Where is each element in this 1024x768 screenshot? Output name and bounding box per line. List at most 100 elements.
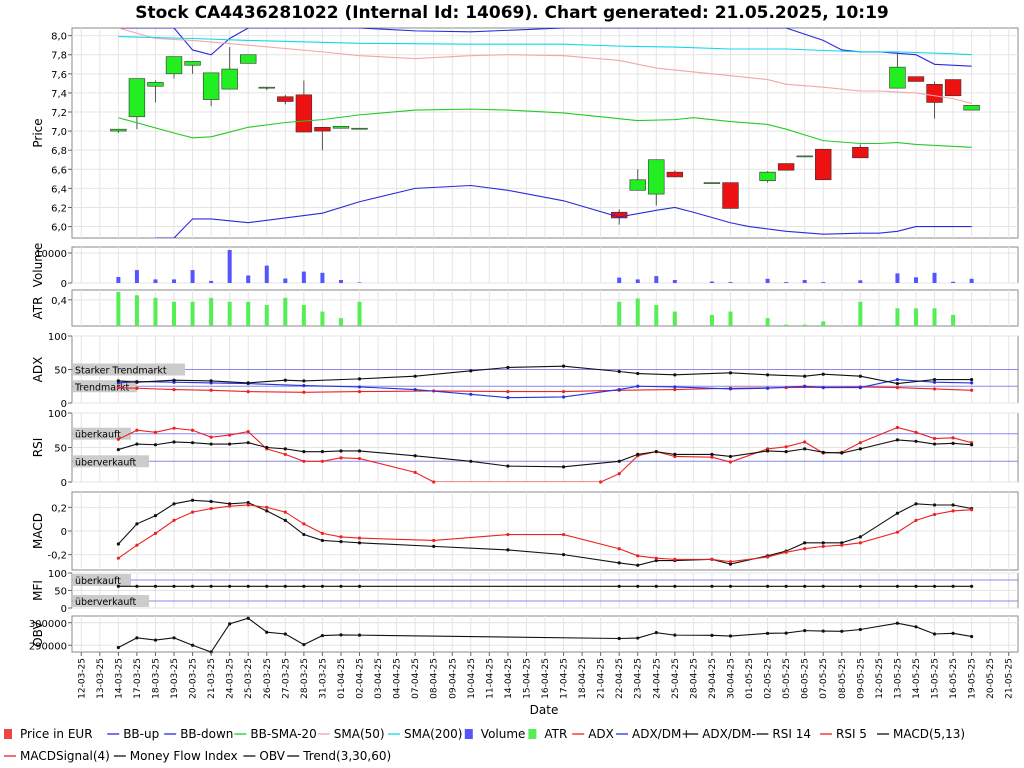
- volume-bar: [190, 270, 195, 283]
- series-point: [673, 584, 677, 588]
- x-tick-label: 17-03-25: [133, 658, 143, 699]
- series-point: [357, 536, 362, 540]
- series-point: [357, 377, 362, 381]
- series-point: [246, 390, 250, 394]
- series-point: [209, 506, 213, 511]
- series-line: [118, 28, 972, 104]
- series-point: [265, 445, 269, 450]
- series-point: [932, 584, 937, 588]
- candle-body: [907, 76, 925, 82]
- candle-body: [629, 179, 646, 191]
- volume-bar: [728, 282, 733, 283]
- series-point: [617, 547, 621, 551]
- x-tick-label: 19-03-25: [170, 658, 180, 699]
- series-point: [246, 616, 250, 620]
- candle-body: [110, 128, 127, 132]
- series-point: [858, 441, 862, 445]
- x-tick-label: 24-03-25: [226, 658, 236, 699]
- series-point: [357, 390, 362, 394]
- y-tick-label: 0,2: [51, 503, 67, 514]
- series-point: [728, 371, 733, 375]
- y-axis-label-macd: MACD: [31, 513, 45, 549]
- series-point: [840, 543, 844, 547]
- x-tick-label: 12-03-25: [77, 658, 87, 699]
- series-point: [357, 541, 362, 545]
- series-point: [302, 584, 306, 588]
- threshold-label-bg: [73, 574, 131, 586]
- series-point: [135, 428, 139, 432]
- volume-bar: [932, 272, 937, 283]
- series-line: [118, 378, 972, 399]
- series-point: [784, 584, 788, 588]
- x-tick-label: 28-03-25: [300, 658, 310, 699]
- volume-bar: [895, 273, 900, 283]
- x-tick-label: 21-04-25: [597, 658, 607, 699]
- series-point: [265, 505, 269, 509]
- series-point: [172, 388, 176, 392]
- threshold-label: Starker Trendmarkt: [75, 366, 167, 377]
- legend-item: SMA(50): [334, 727, 385, 741]
- x-tick-label: 02-04-25: [356, 658, 366, 699]
- x-tick-label: 13-05-25: [893, 658, 903, 699]
- series-point: [728, 387, 733, 391]
- series-point: [932, 512, 937, 517]
- y-tick-label: 290000: [29, 641, 67, 652]
- candle-body: [277, 96, 294, 102]
- y-tick-label: 7,4: [51, 89, 67, 100]
- series-point: [339, 540, 343, 544]
- x-tick-label: 06-05-25: [801, 658, 811, 699]
- series-point: [617, 369, 621, 374]
- atr-bar: [153, 297, 158, 326]
- x-tick-label: 23-04-25: [634, 658, 644, 699]
- series-point: [728, 454, 733, 459]
- volume-bar: [116, 277, 121, 283]
- atr-bar: [320, 311, 325, 326]
- series-point: [914, 502, 918, 506]
- series-point: [654, 556, 658, 560]
- series-point: [190, 428, 195, 432]
- atr-bar: [301, 305, 306, 326]
- series-point: [561, 395, 566, 399]
- legend-item: ADX: [588, 727, 614, 741]
- series-point: [283, 452, 287, 456]
- series-point: [932, 503, 937, 507]
- atr-bar: [654, 305, 659, 326]
- volume-bar: [672, 280, 677, 283]
- y-axis-label-volume: Volume: [31, 243, 45, 288]
- y-axis-label-price: Price: [31, 118, 45, 147]
- legend-swatch: [464, 729, 473, 739]
- series-point: [357, 584, 362, 588]
- y-tick-label: 100: [48, 332, 67, 343]
- x-tick-label: 19-05-25: [968, 658, 978, 699]
- volume-bar: [635, 279, 640, 283]
- volume-bar: [227, 250, 232, 283]
- series-point: [135, 442, 139, 446]
- series-point: [895, 385, 900, 390]
- volume-bar: [134, 270, 139, 283]
- atr-bar: [209, 297, 214, 326]
- candle-body: [796, 155, 813, 158]
- candle-body: [889, 66, 906, 89]
- series-point: [951, 631, 955, 635]
- candle-body: [963, 105, 980, 111]
- series-point: [209, 499, 213, 504]
- volume-bar: [153, 279, 158, 283]
- series-point: [561, 532, 566, 537]
- series-point: [840, 541, 844, 545]
- volume-bar: [709, 281, 714, 283]
- series-point: [302, 450, 306, 454]
- series-point: [135, 584, 139, 588]
- series-point: [357, 633, 362, 637]
- series-point: [914, 430, 918, 434]
- volume-bar: [209, 280, 214, 283]
- series-point: [932, 380, 937, 384]
- series-point: [302, 383, 306, 388]
- series-point: [413, 374, 417, 378]
- series-point: [673, 633, 677, 637]
- candle-body: [666, 171, 684, 178]
- x-tick-label: 27-03-25: [281, 658, 291, 699]
- candle-body: [258, 86, 275, 89]
- volume-bar: [765, 278, 770, 283]
- x-tick-label: 04-04-25: [393, 658, 403, 699]
